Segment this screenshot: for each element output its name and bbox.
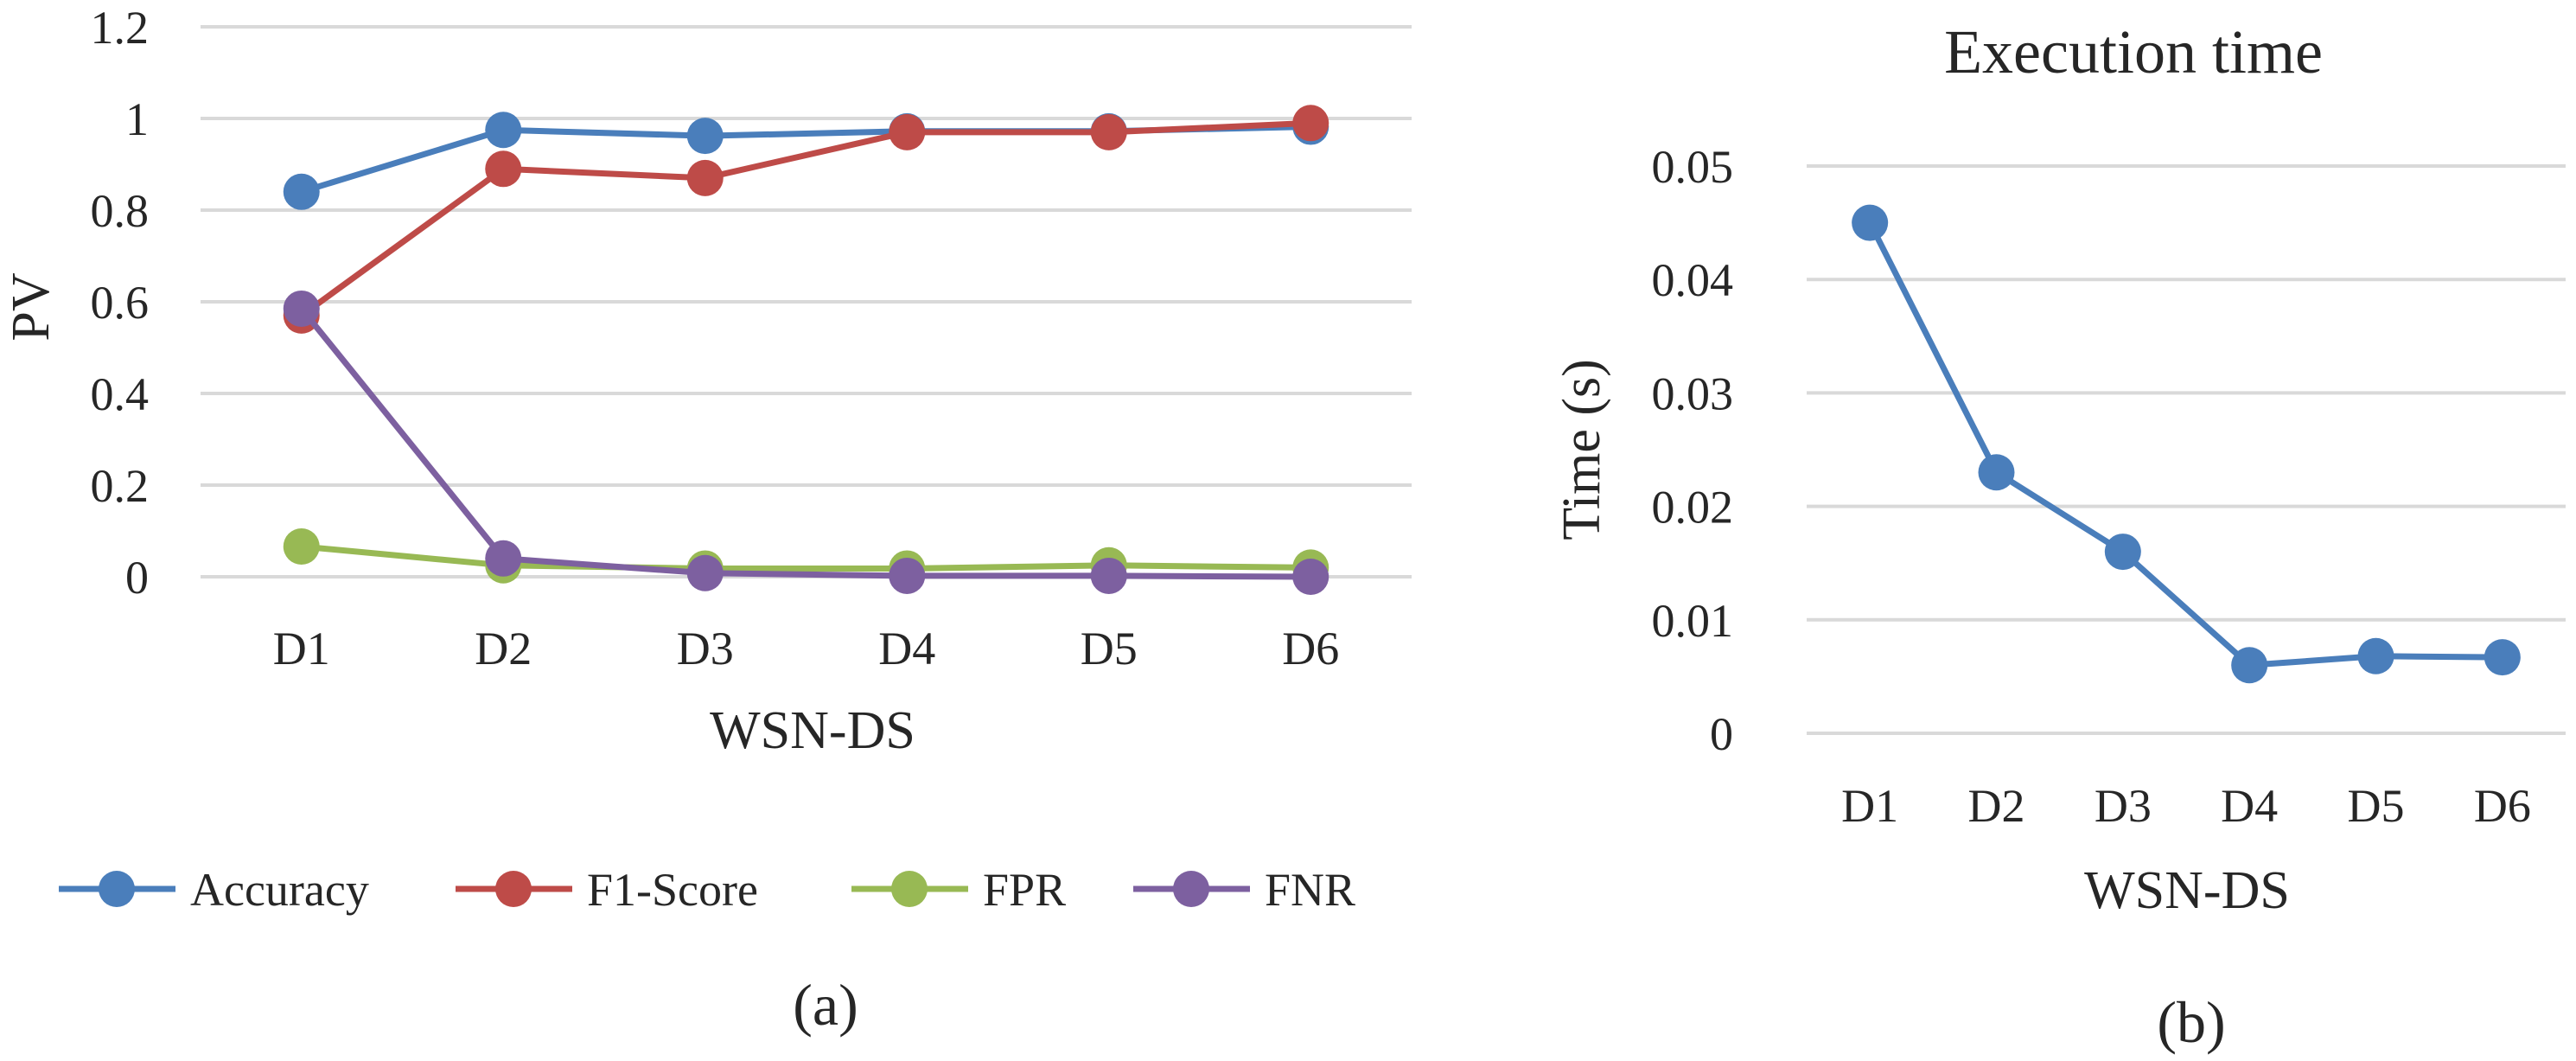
chart-a-point-accuracy: [283, 173, 320, 210]
legend-swatch-marker-f1-score: [495, 871, 532, 907]
legend-item-f1-score: F1-Score: [456, 864, 758, 916]
chart-b-point-series: [2104, 534, 2141, 571]
chart-b-x-tick-label: D1: [1841, 780, 1898, 832]
chart-a-point-fnr: [1292, 559, 1329, 595]
chart-a-x-tick-label: D5: [1081, 623, 1138, 674]
chart-b-caption: (b): [2157, 989, 2225, 1055]
chart-a-point-fnr: [686, 554, 724, 591]
chart-b-gridlines: [1807, 164, 2566, 735]
chart-a-point-f1-score: [686, 159, 724, 196]
chart-b-point-series: [1978, 454, 2015, 491]
chart-a-point-f1-score: [1090, 113, 1127, 150]
chart-b-y-tick-label: 0.01: [1652, 595, 1734, 647]
chart-b-x-tick-label: D5: [2348, 780, 2405, 832]
chart-a-x-tick-label: D1: [273, 623, 330, 674]
chart-b-x-tick-label: D3: [2095, 780, 2152, 832]
chart-b-y-tick-label: 0.02: [1652, 482, 1734, 534]
chart-b-point-series: [2231, 647, 2268, 684]
chart-a-point-accuracy: [686, 118, 724, 155]
chart-a-series-line-fpr: [298, 543, 1314, 572]
chart-b-y-axis-title: Time (s): [1553, 359, 1611, 540]
chart-a-point-f1-score: [485, 150, 522, 188]
chart-b-y-tick-label: 0.04: [1652, 254, 1734, 306]
chart-a: 0 0.2 0.4 0.6 0.8 1 1.2 D1 D2 D3 D4 D5 D6 WSN-DS PV…: [2, 2, 1412, 1038]
chart-b-point-series: [2357, 637, 2394, 674]
chart-a-y-tick-label: 1: [125, 93, 149, 145]
chart-a-y-tick-label: 0.2: [91, 460, 150, 512]
legend-label-fpr: FPR: [983, 864, 1066, 916]
chart-b-series: [1852, 204, 2521, 684]
chart-a-y-tick-label: 0.8: [91, 185, 150, 237]
chart-a-legend: Accuracy F1-Score FPR FNR: [59, 864, 1355, 916]
chart-b-x-tick-label: D4: [2221, 780, 2278, 832]
chart-b-point-series: [1852, 204, 1889, 241]
legend-item-fpr: FPR: [851, 864, 1066, 916]
chart-a-y-tick-label: 1.2: [91, 2, 150, 54]
legend-label-f1-score: F1-Score: [587, 864, 758, 916]
chart-b-title: Execution time: [1944, 17, 2323, 86]
chart-a-point-fnr: [1090, 557, 1127, 594]
chart-a-y-axis-title: PV: [2, 272, 61, 341]
chart-b-y-tick-label: 0: [1710, 708, 1733, 760]
chart-a-point-fnr: [485, 540, 522, 577]
chart-b: Execution time 00.010.020.030.040.05 D1 D…: [1553, 17, 2566, 1055]
chart-a-y-tick-label: 0.4: [91, 368, 150, 420]
chart-a-x-axis-title: WSN-DS: [710, 701, 915, 760]
chart-b-x-tick-label: D6: [2474, 780, 2531, 832]
chart-b-x-axis-title: WSN-DS: [2084, 861, 2290, 920]
chart-a-x-tick-label: D2: [475, 623, 532, 674]
legend-item-fnr: FNR: [1133, 864, 1355, 916]
chart-a-series-line-fnr: [298, 305, 1314, 580]
chart-a-series-accuracy: [283, 108, 1329, 210]
chart-a-y-tick-label: 0: [125, 552, 149, 604]
chart-a-point-fnr: [283, 290, 320, 327]
legend-swatch-marker-fpr: [891, 871, 928, 907]
chart-a-x-tick-label: D3: [677, 623, 734, 674]
legend-swatch-marker-accuracy: [99, 871, 135, 907]
chart-a-gridlines: [201, 25, 1412, 578]
legend-label-fnr: FNR: [1265, 864, 1355, 916]
chart-a-series-line-f1-score: [298, 119, 1314, 319]
chart-a-point-accuracy: [485, 112, 522, 149]
chart-b-point-series: [2484, 639, 2521, 676]
chart-a-point-f1-score: [889, 113, 926, 150]
chart-a-series-f1-score: [283, 105, 1329, 334]
chart-a-x-tick-label: D6: [1282, 623, 1339, 674]
chart-a-point-fnr: [889, 557, 926, 594]
chart-a-point-f1-score: [1292, 105, 1329, 142]
chart-a-y-tick-labels: 0 0.2 0.4 0.6 0.8 1 1.2: [91, 2, 150, 604]
chart-b-y-tick-label: 0.03: [1652, 368, 1734, 419]
chart-a-point-fpr: [283, 528, 320, 566]
chart-a-x-tick-label: D4: [878, 623, 935, 674]
chart-b-x-tick-labels: D1 D2 D3 D4 D5 D6: [1841, 780, 2531, 832]
chart-a-series-fnr: [283, 290, 1329, 595]
chart-a-caption: (a): [793, 972, 858, 1038]
chart-a-series: [283, 105, 1329, 595]
chart-a-x-tick-labels: D1 D2 D3 D4 D5 D6: [273, 623, 1340, 674]
chart-b-x-tick-label: D2: [1968, 780, 2025, 832]
legend-label-accuracy: Accuracy: [190, 864, 369, 916]
chart-b-y-tick-labels: 0 0.01 0.02 0.03 0.04 0.05: [1652, 141, 1734, 760]
chart-a-y-tick-label: 0.6: [91, 277, 150, 329]
legend-item-accuracy: Accuracy: [59, 864, 369, 916]
chart-b-y-tick-label: 0.05: [1652, 141, 1734, 193]
legend-swatch-marker-fnr: [1173, 871, 1209, 907]
chart-b-series-line-series: [1866, 220, 2506, 668]
chart-a-series-line-accuracy: [298, 124, 1314, 195]
chart-b-series-series: [1852, 204, 2521, 684]
